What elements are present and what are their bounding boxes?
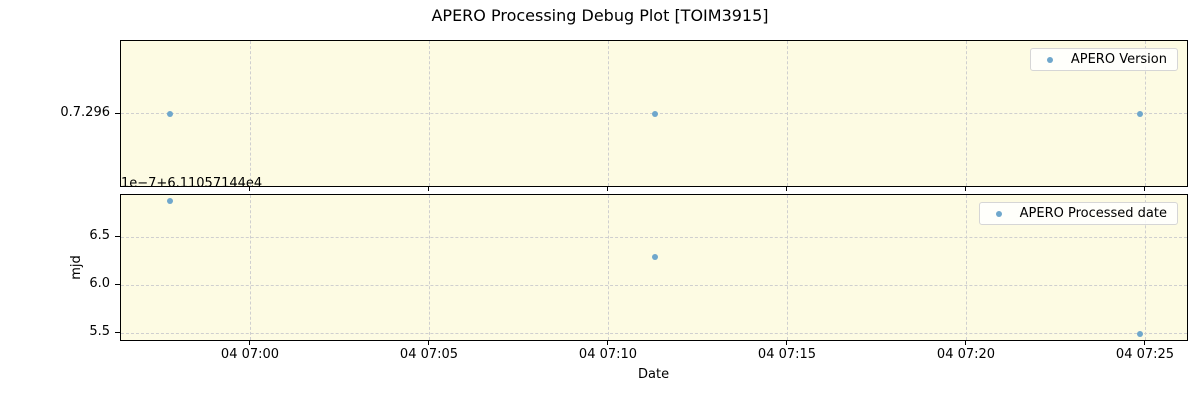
y-axis-label: mjd — [68, 255, 84, 280]
data-point — [167, 111, 173, 117]
xtick-label: 04 07:15 — [757, 347, 817, 362]
legend-label: APERO Version — [1070, 52, 1167, 67]
top-panel: APERO Version — [120, 40, 1188, 187]
legend-label: APERO Processed date — [1019, 206, 1167, 221]
ytick-label: 5.5 — [89, 324, 110, 339]
xtick-label: 04 07:05 — [399, 347, 459, 362]
xtick-label: 04 07:25 — [1115, 347, 1175, 362]
x-axis-label: Date — [638, 367, 670, 382]
ytick-label: 0.7.296 — [60, 105, 110, 120]
xtick-label: 04 07:00 — [220, 347, 280, 362]
bottom-panel: APERO Processed date — [120, 194, 1188, 341]
data-point — [652, 111, 658, 117]
ytick-label: 6.0 — [89, 276, 110, 291]
offset-text: 1e−7+6.11057144e4 — [121, 176, 263, 191]
legend-apero-processed-date: APERO Processed date — [978, 202, 1178, 225]
data-point — [1137, 331, 1143, 337]
xtick-label: 04 07:10 — [578, 347, 638, 362]
chart-title: APERO Processing Debug Plot [TOIM3915] — [431, 6, 769, 25]
legend-apero-version: APERO Version — [1029, 48, 1178, 71]
data-point — [167, 198, 173, 204]
data-point — [1137, 111, 1143, 117]
legend-marker-icon — [1046, 56, 1053, 63]
ytick-label: 6.5 — [89, 228, 110, 243]
xtick-label: 04 07:20 — [936, 347, 996, 362]
data-point — [652, 254, 658, 260]
legend-marker-icon — [995, 210, 1002, 217]
